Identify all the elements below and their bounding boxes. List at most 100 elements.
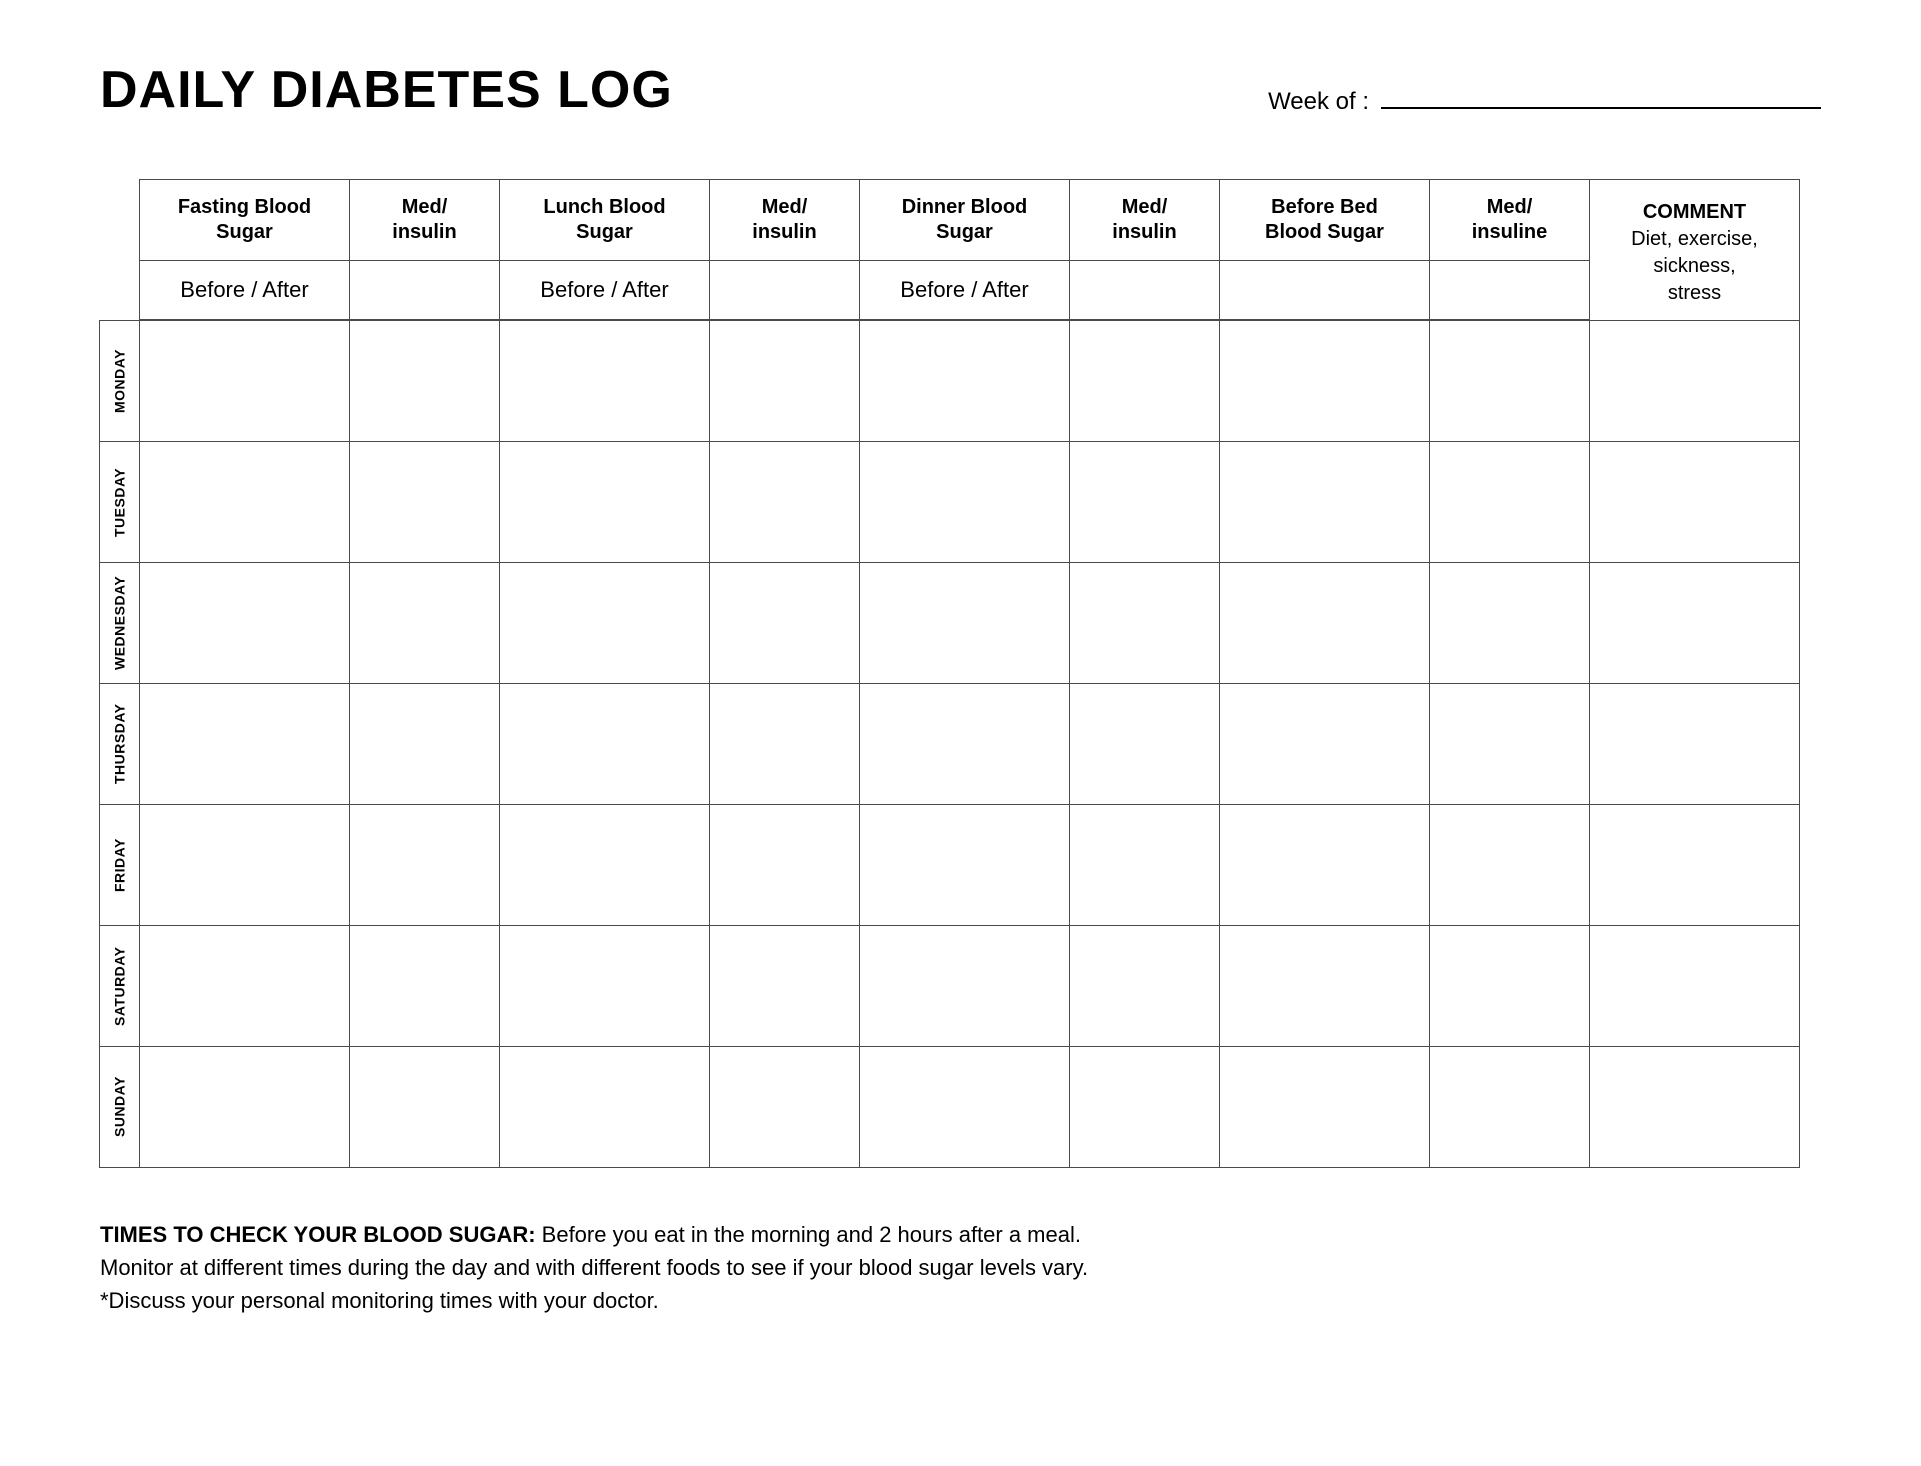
col-lunch: Lunch Blood Sugar (499, 179, 710, 261)
col-med4: Med/ insuline (1429, 179, 1590, 261)
week-of: Week of : (1268, 88, 1821, 116)
cell-mon-med2[interactable] (709, 320, 860, 442)
week-of-line[interactable] (1381, 107, 1821, 109)
sub-med2-blank (709, 260, 860, 320)
cell-thu-fasting[interactable] (139, 683, 350, 805)
day-tuesday: TUESDAY (99, 441, 140, 563)
cell-mon-med4[interactable] (1429, 320, 1590, 442)
cell-fri-med1[interactable] (349, 804, 500, 926)
cell-sat-med1[interactable] (349, 925, 500, 1047)
cell-thu-med1[interactable] (349, 683, 500, 805)
cell-sun-med1[interactable] (349, 1046, 500, 1168)
cell-fri-lunch[interactable] (499, 804, 710, 926)
cell-sun-lunch[interactable] (499, 1046, 710, 1168)
day-friday: FRIDAY (99, 804, 140, 926)
cell-sun-bed[interactable] (1219, 1046, 1430, 1168)
day-sunday: SUNDAY (99, 1046, 140, 1168)
cell-sun-dinner[interactable] (859, 1046, 1070, 1168)
day-wednesday: WEDNESDAY (99, 562, 140, 684)
cell-fri-med3[interactable] (1069, 804, 1220, 926)
cell-sat-fasting[interactable] (139, 925, 350, 1047)
col-med3: Med/ insulin (1069, 179, 1220, 261)
cell-tue-med3[interactable] (1069, 441, 1220, 563)
col-comment: COMMENT Diet, exercise, sickness, stress (1589, 179, 1800, 321)
cell-fri-comment[interactable] (1589, 804, 1800, 926)
cell-tue-med4[interactable] (1429, 441, 1590, 563)
cell-wed-fasting[interactable] (139, 562, 350, 684)
notes-line2: Monitor at different times during the da… (100, 1251, 1821, 1284)
cell-sun-med3[interactable] (1069, 1046, 1220, 1168)
day-monday: MONDAY (99, 320, 140, 442)
cell-wed-lunch[interactable] (499, 562, 710, 684)
cell-fri-fasting[interactable] (139, 804, 350, 926)
cell-sun-med2[interactable] (709, 1046, 860, 1168)
cell-sat-med2[interactable] (709, 925, 860, 1047)
page: DAILY DIABETES LOG Week of : Fasting Blo… (0, 0, 1921, 1466)
cell-fri-med4[interactable] (1429, 804, 1590, 926)
col-bed: Before Bed Blood Sugar (1219, 179, 1430, 261)
col-med1: Med/ insulin (349, 179, 500, 261)
cell-mon-med1[interactable] (349, 320, 500, 442)
cell-sat-dinner[interactable] (859, 925, 1070, 1047)
notes-lead: TIMES TO CHECK YOUR BLOOD SUGAR: (100, 1222, 536, 1247)
footer-notes: TIMES TO CHECK YOUR BLOOD SUGAR: Before … (100, 1218, 1821, 1317)
day-thursday: THURSDAY (99, 683, 140, 805)
cell-mon-fasting[interactable] (139, 320, 350, 442)
cell-sun-fasting[interactable] (139, 1046, 350, 1168)
cell-mon-med3[interactable] (1069, 320, 1220, 442)
sub-med1-blank (349, 260, 500, 320)
cell-sun-med4[interactable] (1429, 1046, 1590, 1168)
cell-fri-bed[interactable] (1219, 804, 1430, 926)
cell-mon-comment[interactable] (1589, 320, 1800, 442)
cell-tue-lunch[interactable] (499, 441, 710, 563)
cell-wed-bed[interactable] (1219, 562, 1430, 684)
sub-dinner: Before / After (859, 260, 1070, 320)
cell-mon-lunch[interactable] (499, 320, 710, 442)
col-dinner: Dinner Blood Sugar (859, 179, 1070, 261)
week-of-label: Week of : (1268, 88, 1369, 116)
notes-line1-rest: Before you eat in the morning and 2 hour… (536, 1222, 1081, 1247)
cell-tue-fasting[interactable] (139, 441, 350, 563)
sub-med3-blank (1069, 260, 1220, 320)
cell-thu-bed[interactable] (1219, 683, 1430, 805)
cell-thu-med3[interactable] (1069, 683, 1220, 805)
cell-sat-bed[interactable] (1219, 925, 1430, 1047)
cell-tue-bed[interactable] (1219, 441, 1430, 563)
cell-fri-dinner[interactable] (859, 804, 1070, 926)
page-title: DAILY DIABETES LOG (100, 60, 673, 120)
cell-tue-med1[interactable] (349, 441, 500, 563)
cell-sun-comment[interactable] (1589, 1046, 1800, 1168)
corner-blank-2 (99, 260, 140, 320)
notes-line3: *Discuss your personal monitoring times … (100, 1284, 1821, 1317)
cell-wed-dinner[interactable] (859, 562, 1070, 684)
cell-wed-med4[interactable] (1429, 562, 1590, 684)
notes-line1: TIMES TO CHECK YOUR BLOOD SUGAR: Before … (100, 1218, 1821, 1251)
col-fasting: Fasting Blood Sugar (139, 179, 350, 261)
log-grid: Fasting Blood Sugar Med/ insulin Lunch B… (100, 180, 1821, 1168)
cell-sat-comment[interactable] (1589, 925, 1800, 1047)
cell-thu-med2[interactable] (709, 683, 860, 805)
cell-sat-med4[interactable] (1429, 925, 1590, 1047)
cell-wed-comment[interactable] (1589, 562, 1800, 684)
cell-fri-med2[interactable] (709, 804, 860, 926)
cell-mon-dinner[interactable] (859, 320, 1070, 442)
cell-thu-med4[interactable] (1429, 683, 1590, 805)
day-saturday: SATURDAY (99, 925, 140, 1047)
cell-wed-med3[interactable] (1069, 562, 1220, 684)
cell-thu-comment[interactable] (1589, 683, 1800, 805)
cell-tue-med2[interactable] (709, 441, 860, 563)
cell-tue-comment[interactable] (1589, 441, 1800, 563)
sub-lunch: Before / After (499, 260, 710, 320)
cell-sat-lunch[interactable] (499, 925, 710, 1047)
header-row: DAILY DIABETES LOG Week of : (100, 60, 1821, 120)
sub-bed-blank (1219, 260, 1430, 320)
corner-blank (99, 179, 140, 261)
cell-wed-med2[interactable] (709, 562, 860, 684)
cell-tue-dinner[interactable] (859, 441, 1070, 563)
col-med2: Med/ insulin (709, 179, 860, 261)
cell-sat-med3[interactable] (1069, 925, 1220, 1047)
cell-thu-lunch[interactable] (499, 683, 710, 805)
cell-thu-dinner[interactable] (859, 683, 1070, 805)
cell-wed-med1[interactable] (349, 562, 500, 684)
cell-mon-bed[interactable] (1219, 320, 1430, 442)
